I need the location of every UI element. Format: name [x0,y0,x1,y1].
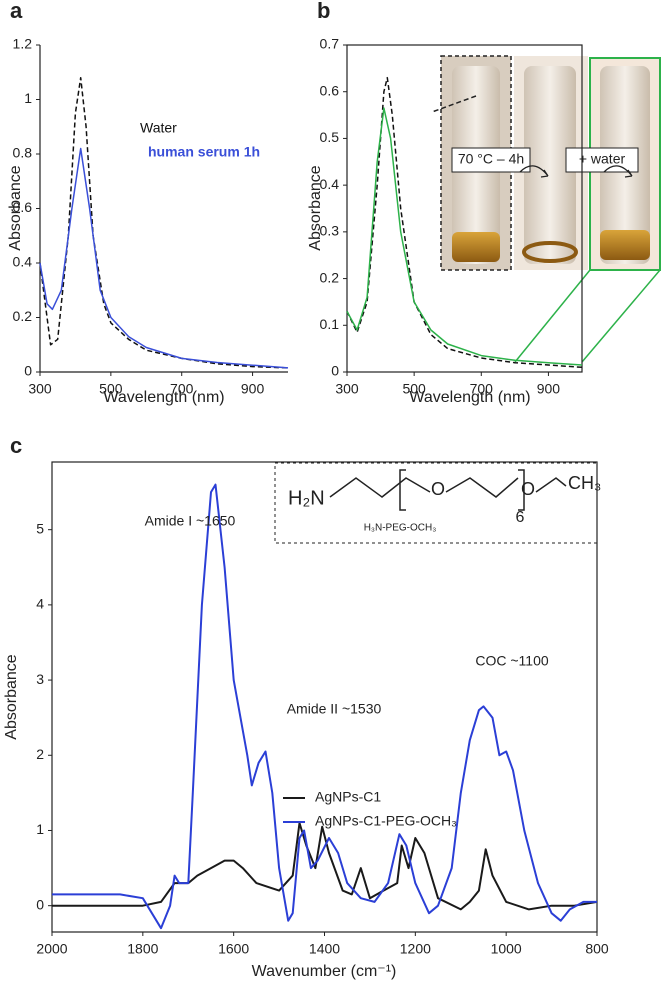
chem-caption: H₃N-PEG-OCH₃ [364,523,437,534]
annotation: Amide II ~1530 [287,701,382,717]
annotation: 70 °C – 4h [458,151,524,167]
annotation: COC ~1100 [475,653,548,669]
y-axis-title: Absorbance [3,654,20,739]
x-tick-label: 300 [28,381,52,397]
legend-label: Water [140,120,177,136]
chem-label: H₂N [288,487,325,509]
y-tick-label: 1.2 [13,36,33,52]
y-tick-label: 0 [36,896,44,912]
x-tick-label: 1800 [127,941,158,957]
vial [524,66,576,264]
x-tick-label: 1000 [491,941,522,957]
panel-letter: c [10,433,22,458]
y-tick-label: 0.5 [320,129,340,145]
vial-liquid [600,230,650,260]
bonds [329,477,567,498]
series-line [39,147,289,369]
y-tick-label: 0.2 [320,269,340,285]
photo-inset [431,55,661,363]
y-tick-label: 0.6 [13,199,33,215]
x-tick-label: 1200 [400,941,431,957]
x-tick-label: 900 [241,381,265,397]
x-tick-label: 500 [402,381,426,397]
y-tick-label: 0.7 [320,36,340,52]
series-line [52,483,597,930]
y-tick-label: 0.3 [320,223,340,239]
series-line [52,822,598,911]
structure-inset [274,462,598,544]
y-axis-title: Absorbance [7,165,24,250]
x-tick-label: 300 [335,381,359,397]
x-tick-label: 1600 [218,941,249,957]
connector [514,269,591,363]
plot-frame [346,44,583,373]
x-tick-label: 1400 [309,941,340,957]
y-tick-label: 0.8 [13,145,33,161]
y-tick-label: 1 [24,90,32,106]
arrow [603,165,633,178]
y-axis-title: Absorbance [307,165,324,250]
panel-letter: a [10,0,23,23]
connector [581,269,661,363]
brackets [399,469,525,511]
chem-label: CH₃ [568,473,601,493]
series-line [346,107,583,366]
panel-letter: b [317,0,330,23]
y-tick-label: 2 [36,746,44,762]
label-box [565,147,639,173]
y-tick-label: 0 [24,363,32,379]
x-axis-title: Wavelength (nm) [103,389,224,406]
y-tick-label: 4 [36,596,44,612]
legend-label: human serum 1h [148,144,260,160]
y-tick-label: 0.2 [13,308,33,324]
x-tick-label: 700 [170,381,194,397]
y-tick-label: 5 [36,520,44,536]
y-tick-label: 0.4 [13,254,33,270]
x-tick-label: 500 [99,381,123,397]
chem-label: 6 [516,509,525,526]
vial-residue [522,241,578,263]
y-tick-label: 0.1 [320,316,340,332]
legend-label: AgNPs-C1 [315,789,381,805]
annotation: + water [579,151,626,167]
y-tick-label: 0.4 [320,176,340,192]
y-tick-label: 1 [36,821,44,837]
x-axis-title: Wavenumber (cm⁻¹) [252,963,397,980]
series-line [39,76,289,369]
y-tick-label: 3 [36,671,44,687]
vial-liquid [452,232,500,262]
legend-label: AgNPs-C1-PEG-OCH₃ [315,813,457,829]
x-tick-label: 900 [537,381,561,397]
inset-frame [274,462,598,544]
annotation: Amide I ~1650 [145,513,236,529]
y-tick-label: 0.6 [320,82,340,98]
arrow [519,165,549,178]
x-tick-label: 800 [585,941,609,957]
x-axis-title: Wavelength (nm) [409,389,530,406]
chem-label: O [431,479,445,499]
chem-label: O [521,479,535,499]
series-line [346,76,583,369]
x-tick-label: 2000 [36,941,67,957]
label-box [451,147,531,173]
x-tick-label: 700 [470,381,494,397]
y-tick-label: 0 [331,363,339,379]
